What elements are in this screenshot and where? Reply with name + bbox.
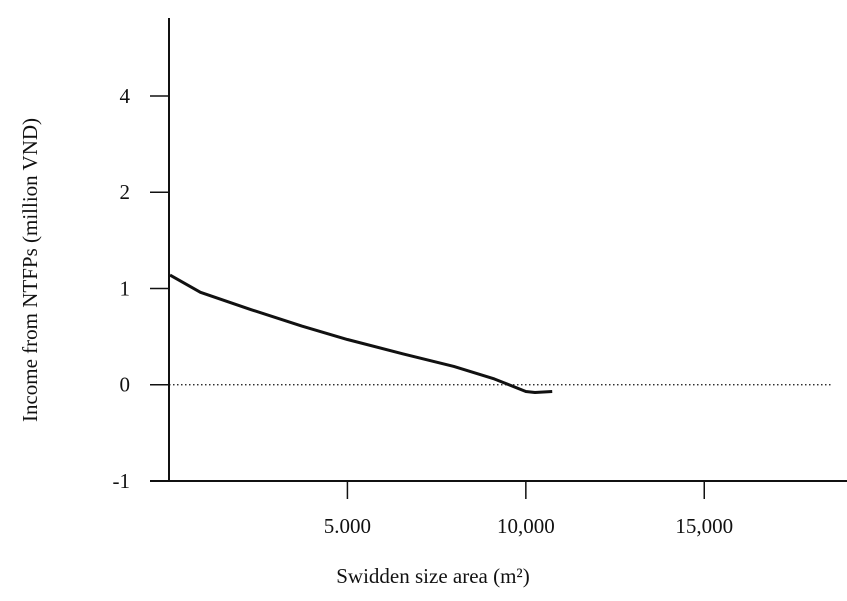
x-tick-label: 5.000 [324,514,371,538]
y-axis-title: Income from NTFPs (million VND) [18,118,42,422]
x-tick-label: 15,000 [675,514,733,538]
data-line [170,275,552,392]
y-tick-label: -1 [113,469,131,493]
page: Swidden size area (m²) Income from NTFPs… [0,0,847,601]
x-tick-label: 10,000 [497,514,555,538]
y-tick-label: 1 [120,276,131,300]
chart: Swidden size area (m²) Income from NTFPs… [0,0,847,601]
y-tick-label: 2 [120,180,131,204]
y-tick-label: 0 [120,373,131,397]
x-axis-title: Swidden size area (m²) [336,564,529,588]
y-tick-label: 4 [120,84,131,108]
